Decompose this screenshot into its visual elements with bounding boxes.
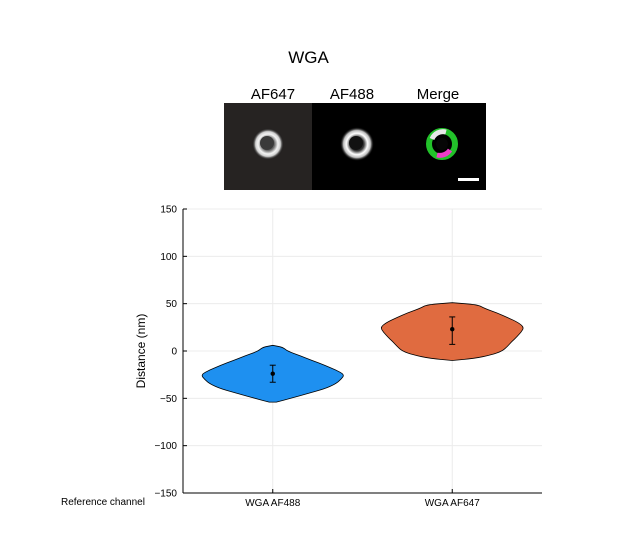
mean-point bbox=[270, 371, 275, 376]
y-tick-label: −150 bbox=[154, 489, 177, 500]
y-axis-title: Distance (nm) bbox=[134, 314, 148, 389]
violins bbox=[201, 302, 524, 403]
x-ticks: WGA AF488 WGA AF647 bbox=[245, 489, 480, 509]
figure-title: WGA bbox=[288, 48, 329, 67]
x-tick-label: WGA AF488 bbox=[245, 498, 300, 509]
y-tick-label: 100 bbox=[160, 252, 177, 263]
scale-bar bbox=[458, 178, 479, 181]
x-tick-label: WGA AF647 bbox=[425, 498, 480, 509]
y-tick-label: 150 bbox=[160, 205, 177, 216]
reference-channel-label: Reference channel bbox=[61, 497, 145, 508]
panel-merge-image bbox=[400, 103, 486, 190]
y-tick-label: 50 bbox=[166, 299, 178, 310]
mean-point bbox=[450, 327, 455, 332]
panel-label-af488: AF488 bbox=[329, 86, 375, 103]
y-tick-label: −50 bbox=[160, 394, 177, 405]
panel-label-af647: AF647 bbox=[250, 86, 296, 103]
panel-label-merge: Merge bbox=[416, 86, 460, 103]
panel-af647-image bbox=[224, 103, 312, 190]
y-tick-label: 0 bbox=[171, 347, 177, 358]
y-tick-label: −100 bbox=[154, 441, 177, 452]
y-ticks: 150 100 50 0 −50 −100 −150 bbox=[154, 205, 187, 500]
grid-lines bbox=[183, 208, 542, 494]
panel-af488-image bbox=[312, 103, 400, 190]
micrograph-strip bbox=[224, 103, 486, 190]
